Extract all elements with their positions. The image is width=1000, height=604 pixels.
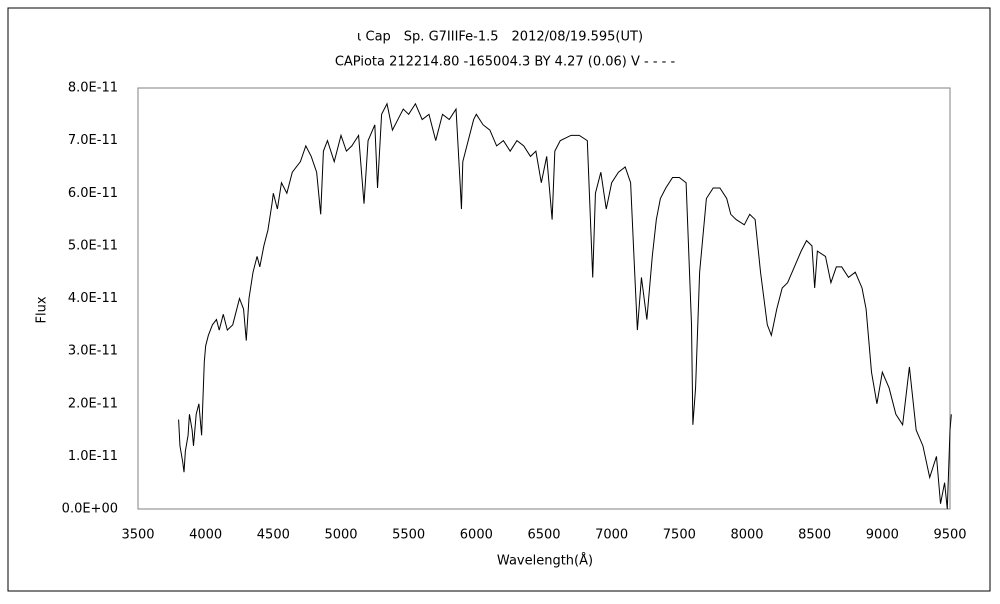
x-tick-label: 6000: [460, 528, 493, 543]
y-tick-label: 6.0E-11: [68, 186, 118, 201]
spectrum-line: [178, 102, 952, 510]
x-tick-label: 4000: [189, 528, 222, 543]
y-tick-label: 1.0E-11: [68, 449, 118, 464]
x-tick-label: 5500: [392, 528, 425, 543]
y-axis-label: Flux: [35, 296, 50, 323]
x-tick-label: 6500: [527, 528, 560, 543]
x-tick-label: 7500: [663, 528, 696, 543]
y-tick-label: 5.0E-11: [68, 238, 118, 253]
x-tick-label: 5000: [324, 528, 357, 543]
x-tick-label: 4500: [257, 528, 290, 543]
plot-area: [137, 87, 951, 510]
x-tick-label: 9500: [933, 528, 966, 543]
x-tick-label: 8000: [730, 528, 763, 543]
x-axis-label: Wavelength(Å): [497, 553, 593, 569]
x-tick-label: 8500: [798, 528, 831, 543]
x-tick-label: 9000: [866, 528, 899, 543]
y-tick-label: 2.0E-11: [68, 396, 118, 411]
chart-subtitle: CAPiota 212214.80 -165004.3 BY 4.27 (0.0…: [335, 55, 676, 70]
y-tick-label: 8.0E-11: [68, 81, 118, 96]
y-tick-label: 0.0E+00: [62, 502, 118, 517]
x-tick-label: 7000: [595, 528, 628, 543]
y-tick-label: 4.0E-11: [68, 291, 118, 306]
x-tick-label: 3500: [121, 528, 154, 543]
y-tick-label: 7.0E-11: [68, 133, 118, 148]
chart-title: ι Cap Sp. G7IIIFe-1.5 2012/08/19.595(UT): [357, 30, 643, 45]
y-tick-label: 3.0E-11: [68, 344, 118, 359]
